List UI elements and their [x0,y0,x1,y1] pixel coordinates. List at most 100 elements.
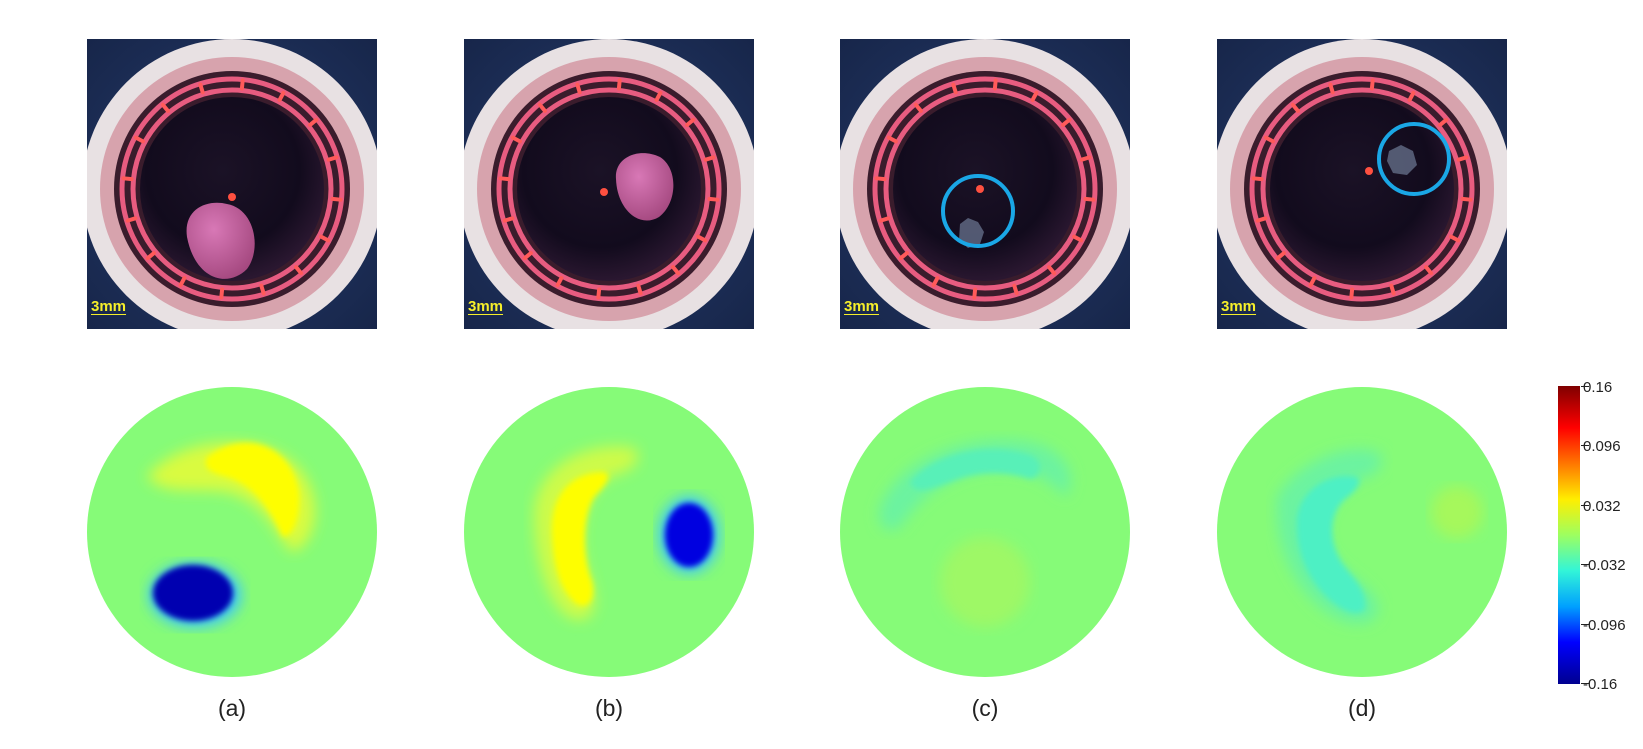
marker-circle [941,174,1015,248]
colorbar-label: 0.096 [1583,438,1621,455]
electrode [1083,196,1096,202]
colorbar-tick [1581,445,1589,446]
colorbar-tick [1581,564,1589,565]
electrode [1349,287,1355,300]
electrode [654,90,663,102]
electrode [198,82,205,95]
electrode [502,216,515,223]
electrode [874,176,887,182]
electrode [294,265,304,276]
electrode [616,78,622,91]
electrode [992,78,998,91]
electrode [133,135,145,144]
electrode [707,196,720,202]
electrode [1424,265,1434,276]
electrode [498,176,511,182]
electrode [1275,251,1286,261]
electrode [1328,82,1335,95]
electrode [596,287,602,300]
scale-bar-label: 3mm [91,298,127,315]
electrode [510,135,522,144]
marker-circle [1377,122,1451,196]
colorbar-label: -0.032 [1583,557,1626,574]
electrode [575,82,582,95]
electrode [1456,155,1469,162]
electrode [522,251,533,261]
electrode [696,234,708,243]
colorbar-label: -0.096 [1583,617,1626,634]
reconstruction-b [464,387,754,677]
electrode [319,234,331,243]
tissue-sample [615,153,674,221]
electrode [1030,90,1039,102]
electrode [703,155,716,162]
electrode [1079,155,1092,162]
electrode [1449,234,1461,243]
caption-c: (c) [971,695,999,721]
electrode [1389,283,1396,296]
electrode [1251,176,1264,182]
electrode [886,135,898,144]
electrode [125,216,138,223]
tank-photo-c [840,39,1130,329]
photo-panel-d: 3mm [1217,39,1507,329]
electrode [145,251,156,261]
tank-photo-b [464,39,754,329]
electrode [1290,102,1300,113]
photo-panel-b: 3mm [464,39,754,329]
electrode [178,276,187,288]
colorbar-label: -0.16 [1583,676,1618,693]
caption-d: (d) [1347,695,1377,721]
electrode [1061,117,1072,127]
electrode [277,90,286,102]
electrode [160,102,170,113]
electrode [1047,265,1057,276]
electrode [1308,276,1317,288]
colorbar-tick [1581,683,1589,684]
tank-photo-d [1217,39,1507,329]
electrode [1369,78,1375,91]
electrode [972,287,978,300]
electrode [951,82,958,95]
photo-panel-c: 3mm [840,39,1130,329]
electrode [913,102,923,113]
tissue-sample [186,202,255,279]
tank-photo-a [87,39,377,329]
caption-b: (b) [594,695,624,721]
electrode [878,216,891,223]
reconstruction-a [87,387,377,677]
colorbar-label: 0.16 [1583,379,1613,396]
colorbar-tick [1581,386,1589,387]
scale-bar-label: 3mm [844,298,880,315]
electrode [931,276,940,288]
electrode [1012,283,1019,296]
colorbar [1558,386,1580,684]
electrode [326,155,339,162]
electrode [1407,90,1416,102]
colorbar-tick [1581,505,1589,506]
colorbar-label: 0.032 [1583,498,1621,515]
electrode [1263,135,1275,144]
scale-bar-label: 3mm [1221,298,1257,315]
reconstruction-d [1217,387,1507,677]
electrode [121,176,134,182]
electrode [636,283,643,296]
electrode [537,102,547,113]
electrode [1438,117,1449,127]
electrode [1255,216,1268,223]
photo-panel-a: 3mm [87,39,377,329]
electrode [671,265,681,276]
electrode [239,78,245,91]
scale-bar-label: 3mm [468,298,504,315]
electrode [1460,196,1473,202]
electrode [259,283,266,296]
reconstruction-c [840,387,1130,677]
caption-a: (a) [217,695,247,721]
electrode [308,117,319,127]
electrode [898,251,909,261]
electrode [685,117,696,127]
electrode [219,287,225,300]
electrode [330,196,343,202]
electrode [555,276,564,288]
colorbar-tick [1581,624,1589,625]
